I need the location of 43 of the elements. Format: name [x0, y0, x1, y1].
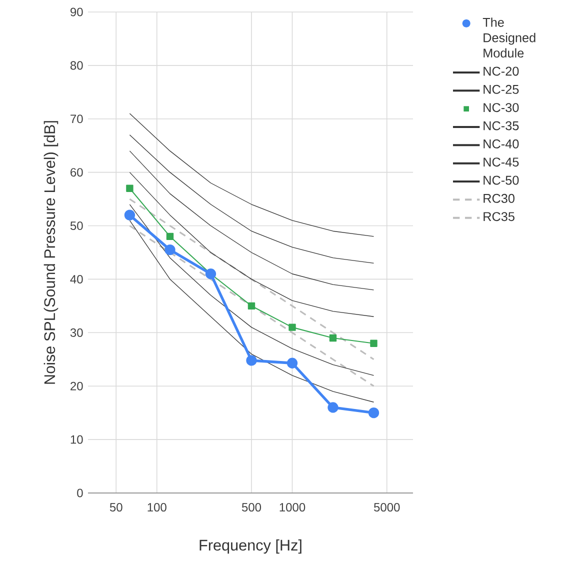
y-tick-label: 50	[70, 222, 83, 230]
legend-label: NC-40	[484, 139, 519, 148]
legend-label: NC-35	[484, 121, 519, 130]
point	[248, 302, 256, 310]
legend-label: NC-20	[484, 66, 519, 76]
y-tick-label: 30	[70, 328, 83, 337]
y-tick-label: 0	[77, 488, 83, 498]
y-tick-label: 60	[70, 168, 83, 177]
point	[166, 232, 174, 240]
point	[286, 358, 298, 368]
x-tick-label: 1000	[280, 503, 306, 512]
x-axis-title: Frequency [Hz]	[200, 539, 302, 554]
point	[329, 334, 337, 342]
y-tick-label: 40	[70, 274, 83, 284]
point	[246, 355, 257, 366]
point	[126, 184, 134, 192]
legend-label: NC-30	[484, 103, 519, 112]
point	[164, 244, 176, 256]
y-tick-label: 70	[70, 114, 83, 124]
point	[124, 210, 136, 220]
y-tick-label: 80	[70, 61, 83, 70]
x-tick-label: 100	[148, 503, 166, 512]
point	[288, 324, 296, 331]
x-tick-label: 500	[242, 503, 262, 512]
y-tick-label: 90	[70, 8, 83, 16]
point	[368, 407, 380, 418]
legend-label: RC35	[484, 212, 514, 222]
legend-label: NC-25	[484, 84, 519, 94]
y-axis-title: Noise SPL(Sound Pressure Level) [dB]	[44, 121, 58, 384]
legend-label: NC-50	[484, 176, 519, 185]
line-series	[129, 134, 374, 264]
point	[328, 402, 338, 413]
line-series	[129, 150, 374, 290]
line-series	[129, 172, 374, 317]
y-tick-label: 20	[70, 382, 83, 390]
legend-label: NC-45	[484, 158, 519, 167]
y-tick-label: 10	[70, 435, 83, 444]
x-tick-label: 5000	[374, 503, 400, 512]
legend-label: The Designed Module	[482, 18, 536, 58]
point	[370, 340, 378, 347]
line-series	[129, 113, 374, 237]
x-tick-label: 50	[110, 503, 122, 512]
legend-label: RC30	[484, 194, 514, 203]
